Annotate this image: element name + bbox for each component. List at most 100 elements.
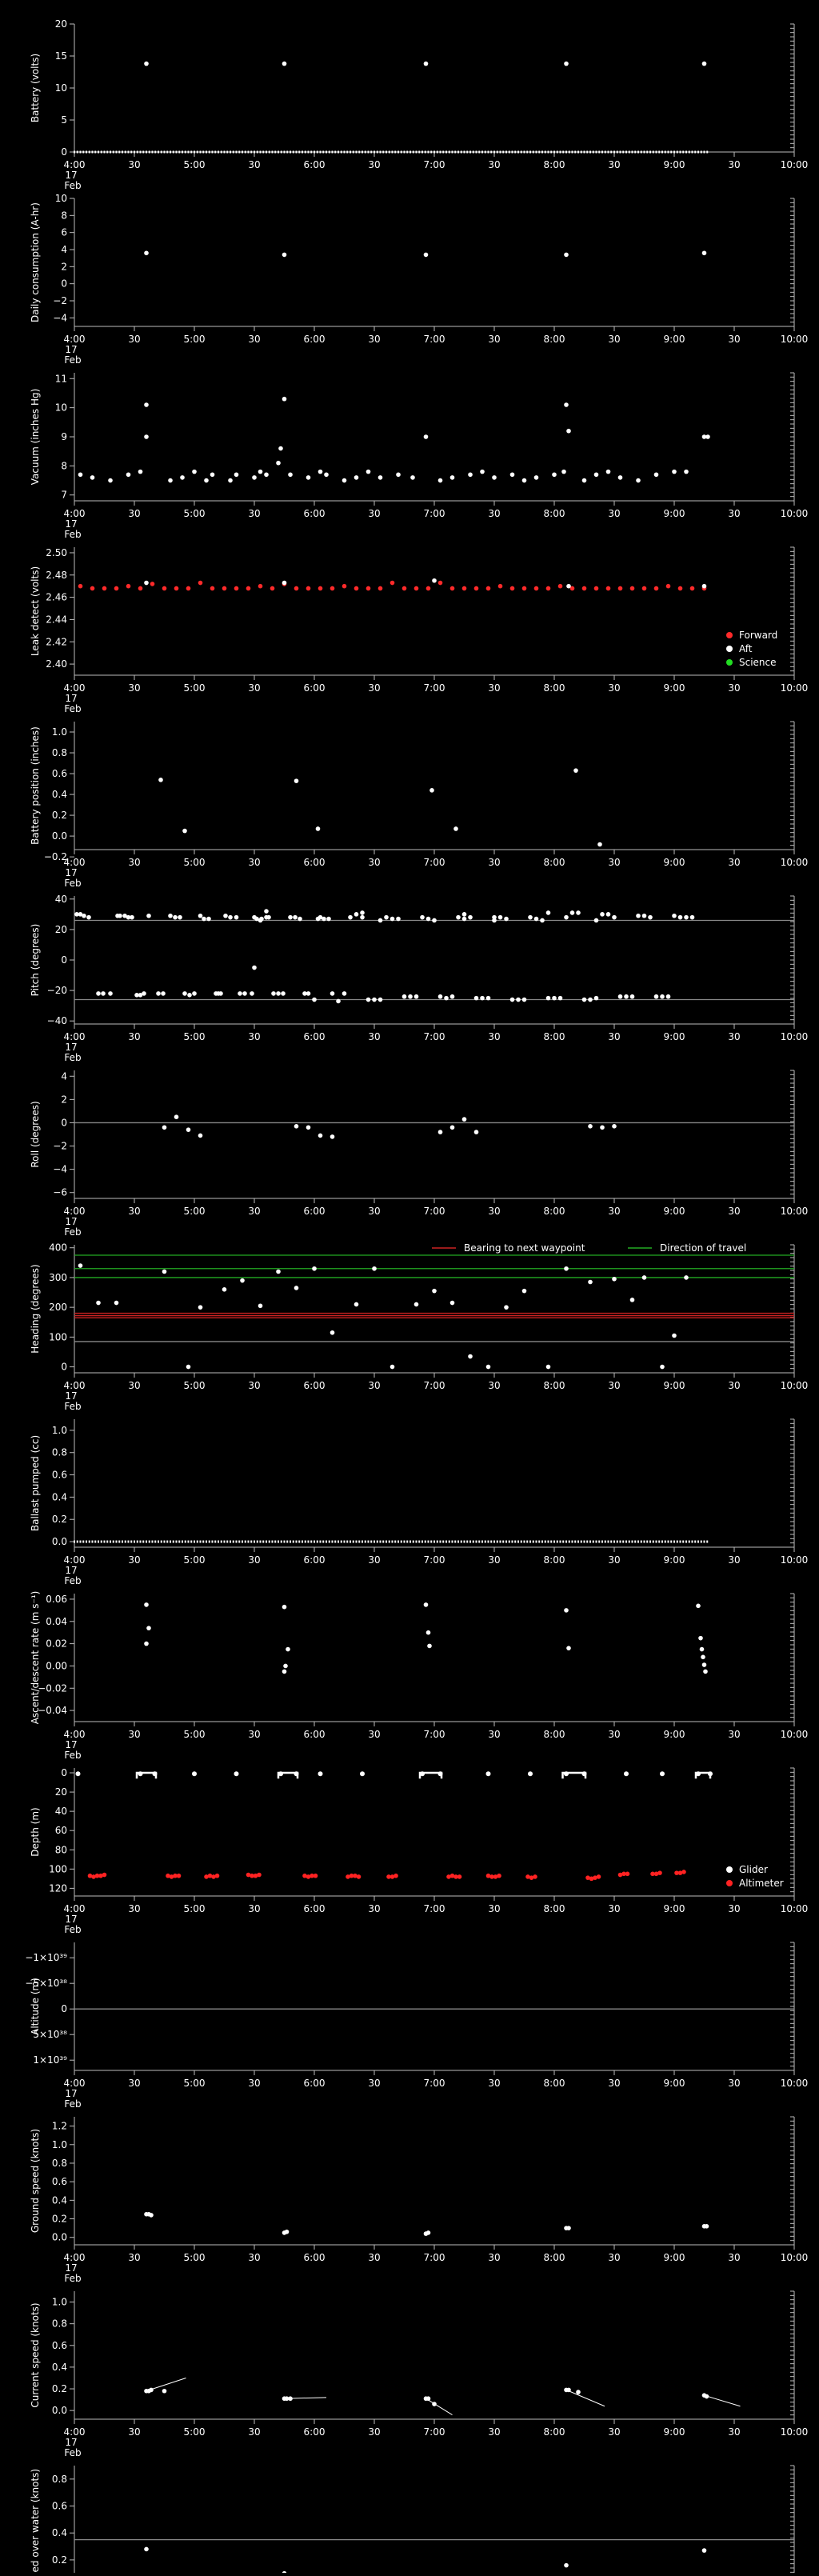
data-point — [529, 1875, 534, 1880]
x-tick-label: 4:00 — [64, 2426, 86, 2438]
dense-point — [508, 1540, 510, 1543]
data-point — [294, 586, 299, 591]
data-point — [266, 914, 271, 920]
x-date-month: Feb — [64, 1226, 81, 1238]
data-point — [223, 913, 228, 918]
dense-point — [262, 1540, 265, 1543]
dense-point — [664, 1540, 666, 1543]
y-tick-label: 20 — [55, 18, 67, 30]
x-tick-label: 9:00 — [664, 1206, 685, 1217]
dense-point — [487, 1540, 489, 1543]
data-point — [186, 586, 191, 591]
data-point — [360, 914, 365, 920]
dense-point — [170, 150, 171, 154]
x-tick-label: 30 — [488, 682, 500, 694]
x-tick-label: 30 — [248, 508, 260, 519]
dense-point — [151, 1540, 154, 1543]
x-tick-label: 8:00 — [544, 508, 565, 519]
dense-point — [166, 1540, 169, 1543]
data-point — [566, 2387, 571, 2393]
y-axis-label: Current speed (knots) — [30, 2302, 41, 2407]
data-point — [456, 914, 461, 920]
y-tick-label: 0.8 — [52, 2318, 67, 2330]
data-point — [636, 478, 641, 483]
dense-point — [526, 150, 529, 154]
dense-point — [598, 1540, 601, 1543]
data-point — [497, 583, 503, 589]
glider-point — [660, 1771, 665, 1777]
dense-point — [286, 1540, 289, 1543]
dense-point — [487, 150, 489, 154]
data-point — [253, 1873, 258, 1878]
data-point — [214, 1873, 220, 1878]
dense-point — [310, 1540, 313, 1543]
data-point — [306, 991, 311, 996]
dense-point — [391, 150, 394, 154]
y-tick-label: 0.8 — [52, 2158, 67, 2169]
data-point — [605, 586, 611, 591]
dense-point — [307, 150, 310, 154]
chart-panel-11: 0 20 40 60 80 100 120 Depth (m) 4:00 30 5:00 30 6:00… — [30, 1767, 808, 1935]
data-point — [573, 768, 578, 773]
data-point — [315, 826, 321, 831]
dense-point — [88, 1540, 90, 1543]
dense-point — [280, 1540, 282, 1543]
dense-point — [274, 1540, 277, 1543]
data-point — [306, 586, 311, 591]
x-tick-label: 7:00 — [424, 159, 445, 170]
data-point — [576, 2390, 581, 2394]
x-tick-label: 30 — [248, 1729, 260, 1740]
legend-label: Forward — [739, 630, 777, 641]
dense-point — [118, 150, 121, 154]
y-tick-label: 0.0 — [52, 2405, 67, 2416]
x-tick-label: 9:00 — [664, 682, 685, 694]
data-point — [242, 991, 247, 996]
dense-point — [637, 1540, 639, 1543]
x-tick-label: 30 — [368, 334, 380, 345]
data-point — [425, 586, 431, 591]
dense-point — [166, 150, 169, 154]
data-point — [254, 916, 259, 922]
data-point — [423, 252, 429, 258]
dense-point — [79, 150, 82, 154]
dense-point — [619, 1540, 621, 1543]
dense-point — [529, 1540, 531, 1543]
dense-point — [154, 1540, 157, 1543]
data-point — [533, 475, 539, 480]
x-tick-label: 8:00 — [544, 334, 565, 345]
dense-point — [553, 1540, 555, 1543]
data-point — [653, 472, 659, 478]
data-point — [222, 1287, 227, 1292]
dense-point — [254, 1540, 255, 1543]
y-tick-label: 4 — [61, 244, 67, 255]
y-tick-label: 300 — [49, 1272, 67, 1283]
data-point — [509, 472, 515, 478]
data-point — [677, 586, 683, 591]
glider-point — [437, 1771, 443, 1777]
dense-point — [382, 1540, 385, 1543]
data-point — [413, 994, 419, 999]
data-point — [480, 469, 485, 474]
dense-point — [625, 1540, 627, 1543]
dense-point — [685, 1540, 687, 1543]
x-tick-label: 30 — [608, 857, 620, 868]
dense-point — [415, 1540, 417, 1543]
dense-point — [484, 1540, 486, 1543]
dense-point — [586, 150, 589, 154]
data-point — [617, 586, 623, 591]
dense-point — [259, 150, 262, 154]
dense-point — [316, 1540, 318, 1543]
dense-point — [406, 150, 409, 154]
x-tick-label: 30 — [728, 2252, 740, 2263]
dense-point — [331, 1540, 334, 1543]
dense-point — [112, 150, 114, 154]
x-tick-label: 10:00 — [781, 1729, 809, 1740]
data-point — [402, 586, 407, 591]
x-date-month: Feb — [64, 1052, 81, 1063]
data-point — [432, 578, 437, 583]
x-tick-label: 7:00 — [424, 1729, 445, 1740]
data-point — [182, 991, 187, 996]
dense-point — [79, 1540, 82, 1543]
dense-point — [472, 150, 474, 154]
data-point — [90, 475, 95, 480]
